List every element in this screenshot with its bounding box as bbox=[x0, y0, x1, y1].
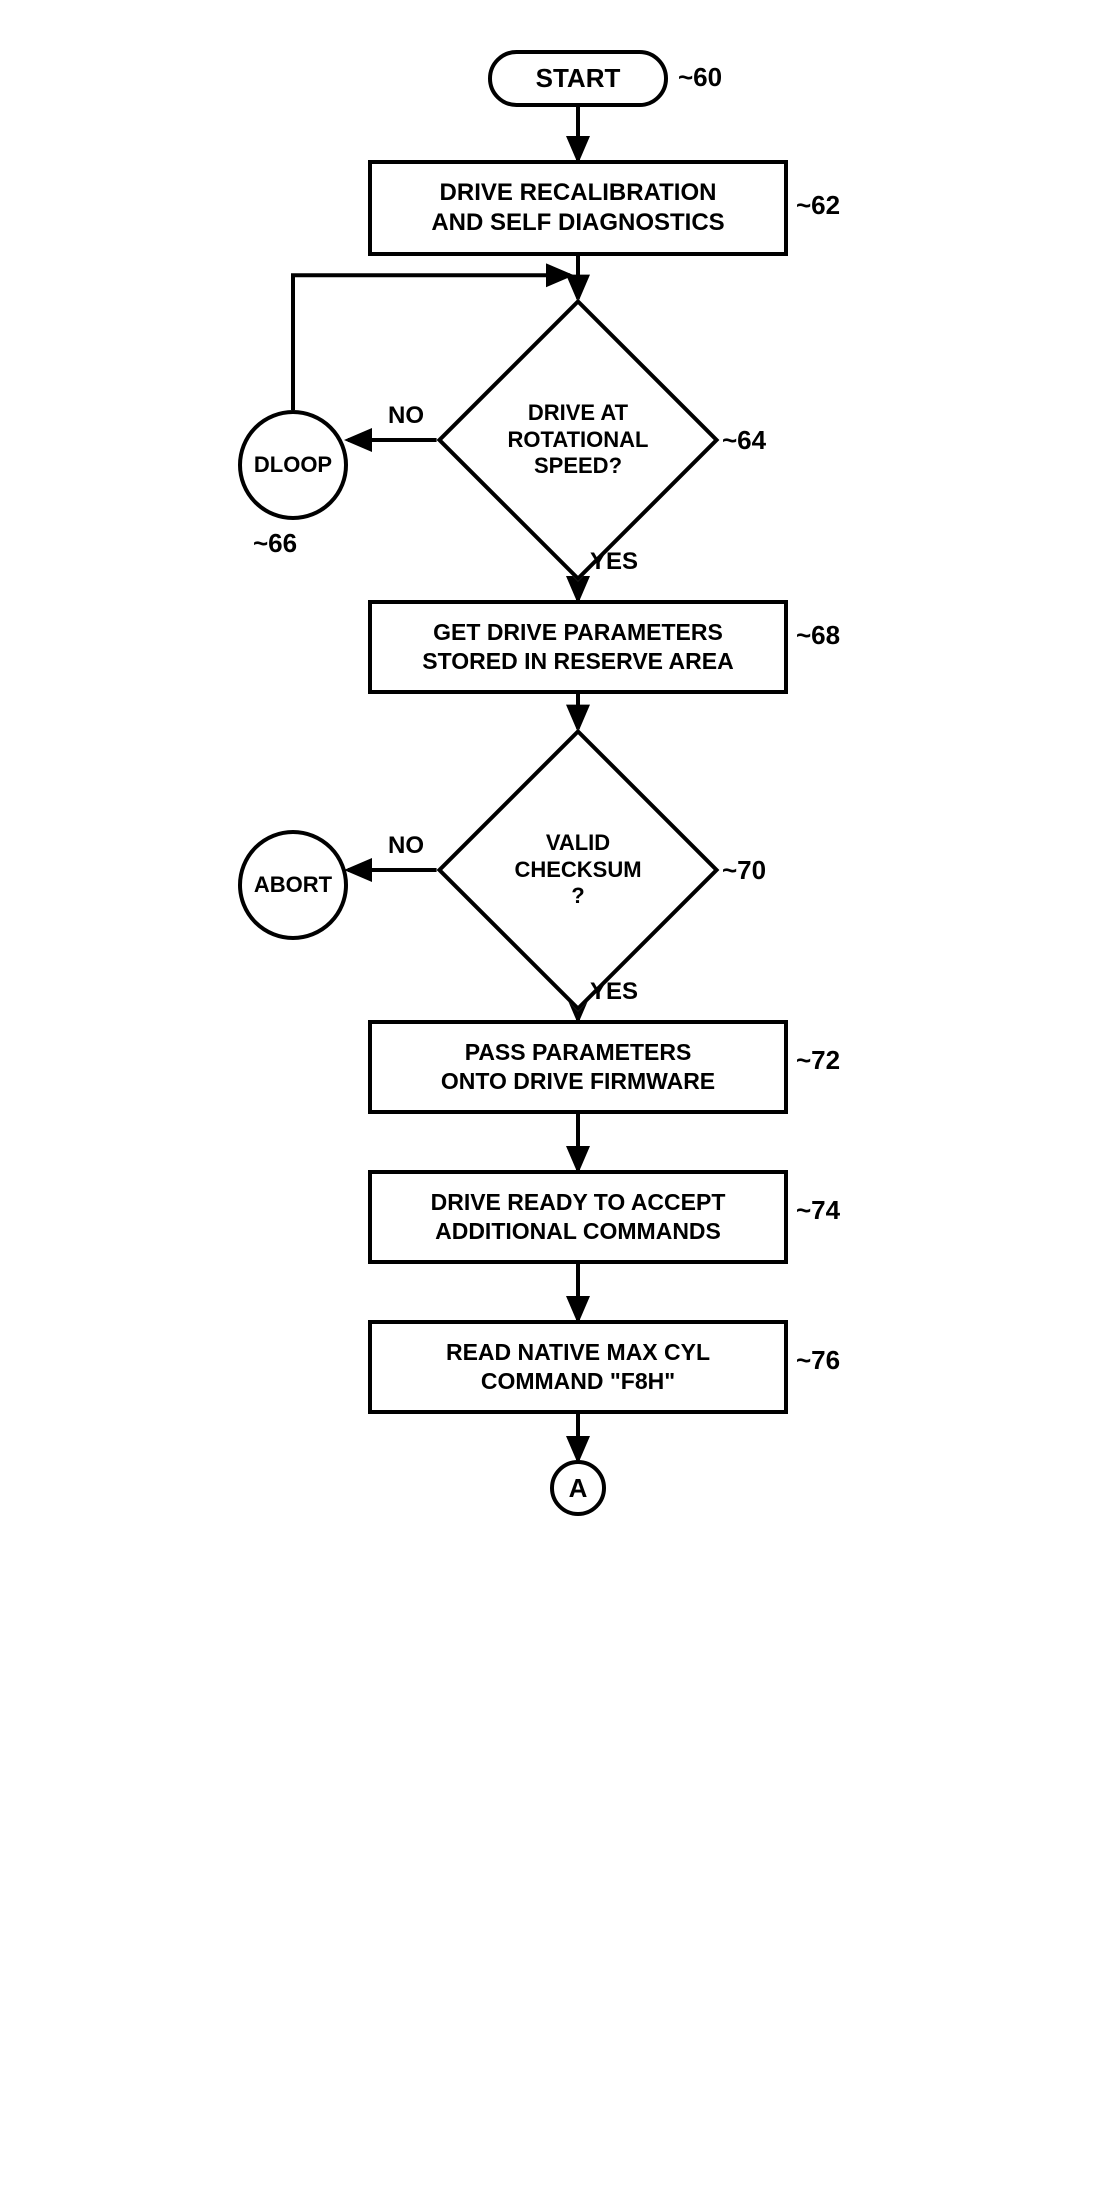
ref-passparam: ~72 bbox=[796, 1045, 840, 1076]
edge-label: YES bbox=[590, 548, 638, 576]
node-connA: A bbox=[550, 1460, 606, 1516]
ref-getparam: ~68 bbox=[796, 620, 840, 651]
ref-recal: ~62 bbox=[796, 190, 840, 221]
node-getparam: GET DRIVE PARAMETERSSTORED IN RESERVE AR… bbox=[368, 600, 788, 694]
ref-dloop: ~66 bbox=[253, 528, 297, 559]
node-ready: DRIVE READY TO ACCEPTADDITIONAL COMMANDS bbox=[368, 1170, 788, 1264]
node-readmax: READ NATIVE MAX CYLCOMMAND "F8H" bbox=[368, 1320, 788, 1414]
node-recal: DRIVE RECALIBRATIONAND SELF DIAGNOSTICS bbox=[368, 160, 788, 256]
node-checksum: VALIDCHECKSUM? bbox=[478, 770, 678, 970]
ref-start: ~60 bbox=[678, 62, 722, 93]
node-abort: ABORT bbox=[238, 830, 348, 940]
node-speed: DRIVE ATROTATIONALSPEED? bbox=[478, 340, 678, 540]
edge-label: NO bbox=[388, 402, 424, 430]
node-start: START bbox=[488, 50, 668, 107]
node-passparam: PASS PARAMETERSONTO DRIVE FIRMWARE bbox=[368, 1020, 788, 1114]
edge-label: YES bbox=[590, 978, 638, 1006]
ref-checksum: ~70 bbox=[722, 855, 766, 886]
node-dloop: DLOOP bbox=[238, 410, 348, 520]
ref-ready: ~74 bbox=[796, 1195, 840, 1226]
edge-label: NO bbox=[388, 832, 424, 860]
ref-readmax: ~76 bbox=[796, 1345, 840, 1376]
ref-speed: ~64 bbox=[722, 425, 766, 456]
